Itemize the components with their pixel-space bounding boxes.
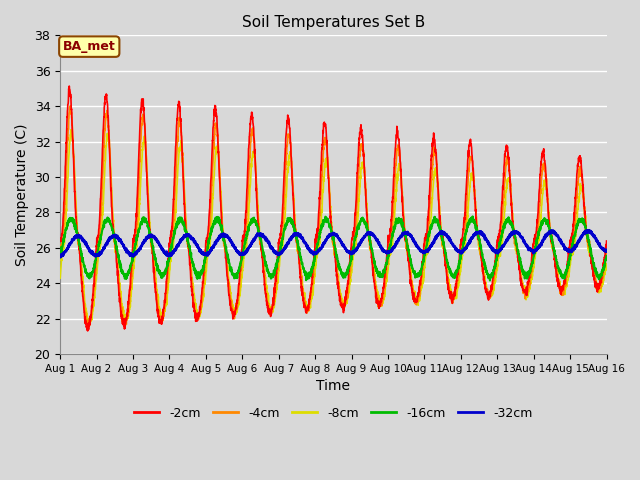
X-axis label: Time: Time [316,379,350,394]
Title: Soil Temperatures Set B: Soil Temperatures Set B [242,15,425,30]
Legend: -2cm, -4cm, -8cm, -16cm, -32cm: -2cm, -4cm, -8cm, -16cm, -32cm [129,402,538,425]
Y-axis label: Soil Temperature (C): Soil Temperature (C) [15,123,29,266]
Text: BA_met: BA_met [63,40,116,53]
